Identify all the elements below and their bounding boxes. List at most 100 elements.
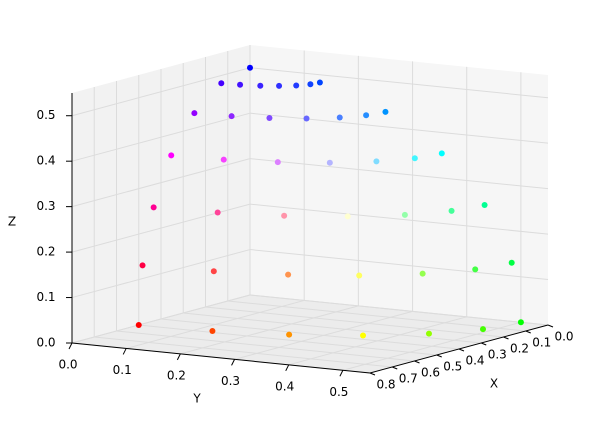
y-axis-label: Y xyxy=(192,392,201,406)
point xyxy=(135,322,142,328)
x-tick xyxy=(369,372,376,376)
x-tick xyxy=(503,336,509,340)
y-tick xyxy=(176,353,181,361)
x-tick-label: 0.8 xyxy=(376,378,395,392)
point xyxy=(281,212,288,219)
grid-line xyxy=(180,305,359,355)
point xyxy=(419,270,426,277)
point xyxy=(363,112,370,119)
point xyxy=(326,159,333,166)
point xyxy=(168,152,175,159)
point xyxy=(237,81,244,88)
point xyxy=(276,82,283,89)
y-tick xyxy=(68,342,73,350)
grid-line xyxy=(94,336,393,368)
point xyxy=(210,268,217,275)
point xyxy=(508,259,515,266)
x-axis-line xyxy=(369,324,549,374)
grid-line xyxy=(249,203,549,235)
z-tick-label: 0.5 xyxy=(36,108,55,122)
x-tick-label: 0.0 xyxy=(554,330,573,344)
grid-line xyxy=(205,306,504,338)
point xyxy=(401,211,408,218)
x-axis-label: X xyxy=(490,377,498,391)
y-tick xyxy=(122,348,127,355)
x-tick-label: 0.3 xyxy=(488,348,507,362)
point xyxy=(481,201,488,208)
grid-line xyxy=(249,158,549,190)
point xyxy=(307,81,314,88)
point xyxy=(218,80,225,87)
grid-line xyxy=(71,67,251,117)
grid-line xyxy=(126,299,305,349)
y-tick-label: 0.4 xyxy=(275,379,294,393)
grid-line xyxy=(234,310,413,360)
point xyxy=(336,114,343,121)
grid-line xyxy=(342,321,522,371)
z-axis-label: Z xyxy=(8,215,16,229)
y-tick-label: 0.1 xyxy=(113,363,132,377)
y-tick-label: 0.5 xyxy=(329,385,348,399)
point xyxy=(411,155,418,162)
point xyxy=(228,113,235,120)
y-tick-label: 0.0 xyxy=(58,358,77,372)
point xyxy=(209,328,216,335)
y-tick xyxy=(231,359,235,366)
point xyxy=(316,79,323,86)
point xyxy=(425,330,432,337)
z-tick-label: 0.3 xyxy=(36,199,55,213)
x-tick-label: 0.1 xyxy=(532,336,551,350)
point xyxy=(438,150,445,157)
grid-line xyxy=(160,318,460,350)
y-tick xyxy=(339,370,344,377)
x-tick xyxy=(392,366,398,370)
y-tick-label: 0.2 xyxy=(167,368,186,382)
point xyxy=(517,319,524,326)
grid-line xyxy=(71,249,251,299)
x-tick xyxy=(481,342,487,346)
point xyxy=(356,272,363,279)
point xyxy=(150,204,157,211)
point xyxy=(293,82,300,89)
z-tick-label: 0.0 xyxy=(36,336,55,350)
grid-line xyxy=(249,294,549,326)
z-tick-label: 0.2 xyxy=(36,245,55,259)
x-tick-label: 0.2 xyxy=(510,342,529,356)
grid-line xyxy=(71,112,251,162)
point xyxy=(247,64,253,71)
y-tick xyxy=(285,364,290,372)
grid-line xyxy=(138,324,437,356)
grid-line xyxy=(183,312,482,344)
grid-line xyxy=(71,294,251,344)
grid-line xyxy=(116,330,415,362)
point xyxy=(274,159,281,166)
grid-line xyxy=(71,158,251,208)
x-tick-label: 0.7 xyxy=(399,372,418,386)
grid-line xyxy=(249,249,549,281)
point xyxy=(286,331,293,338)
pane-back xyxy=(250,45,548,325)
x-tick xyxy=(547,324,554,328)
point xyxy=(257,82,264,89)
z-tick-label: 0.4 xyxy=(36,154,55,168)
point xyxy=(139,262,146,269)
x-tick-label: 0.5 xyxy=(443,360,462,374)
point xyxy=(360,332,367,339)
x-tick xyxy=(414,360,420,364)
x-tick xyxy=(436,354,442,358)
x-tick-label: 0.6 xyxy=(421,366,440,380)
point xyxy=(303,115,310,122)
grid-line xyxy=(288,316,467,366)
point xyxy=(373,158,380,165)
y-tick-label: 0.3 xyxy=(221,374,240,388)
point xyxy=(472,266,479,273)
grid-line xyxy=(249,67,549,99)
point xyxy=(191,110,198,117)
point xyxy=(214,209,221,216)
point xyxy=(220,156,227,163)
y-axis-line xyxy=(71,342,371,374)
x-tick xyxy=(525,330,531,334)
point xyxy=(266,115,273,122)
point xyxy=(285,271,292,278)
